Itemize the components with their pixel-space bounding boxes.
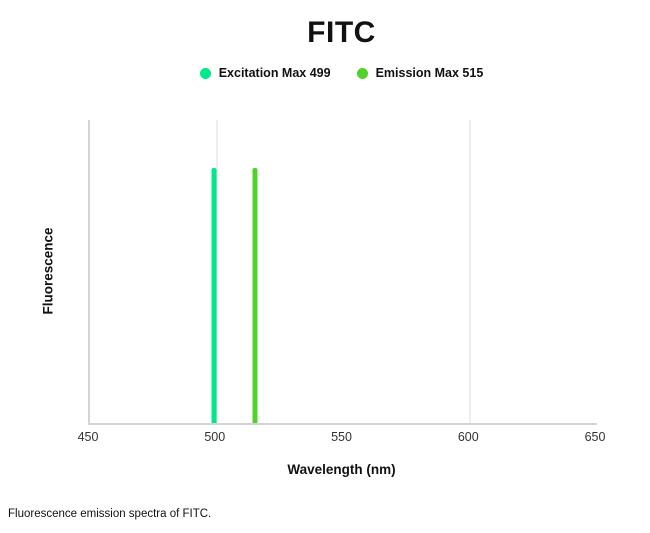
x-tick-650: 650: [584, 430, 606, 444]
legend-item-excitation: Excitation Max 499: [199, 66, 331, 80]
emission-dot-icon: [356, 67, 368, 79]
gridline-600: [469, 120, 471, 423]
gridline-500: [216, 120, 218, 423]
x-tick-450: 450: [77, 430, 99, 444]
x-axis-ticks: 450 500 550 600 650: [78, 430, 606, 448]
emission-legend-label: Emission Max 515: [375, 66, 484, 80]
x-tick-600: 600: [457, 430, 479, 444]
legend: Excitation Max 499 Emission Max 515: [88, 66, 595, 80]
y-axis-label: Fluorescence: [40, 227, 56, 315]
excitation-legend-label: Excitation Max 499: [218, 66, 331, 80]
x-tick-550: 550: [331, 430, 352, 444]
x-tick-500: 500: [204, 430, 226, 444]
chart-title: FITC: [307, 16, 376, 49]
x-axis-label: Wavelength (nm): [287, 462, 396, 477]
figure-caption: Fluorescence emission spectra of FITC.: [8, 508, 212, 520]
plot-area: [88, 120, 597, 425]
spectral-line-515: [252, 168, 258, 423]
spectral-line-499: [211, 168, 217, 423]
excitation-dot-icon: [199, 67, 211, 79]
legend-item-emission: Emission Max 515: [356, 66, 484, 80]
